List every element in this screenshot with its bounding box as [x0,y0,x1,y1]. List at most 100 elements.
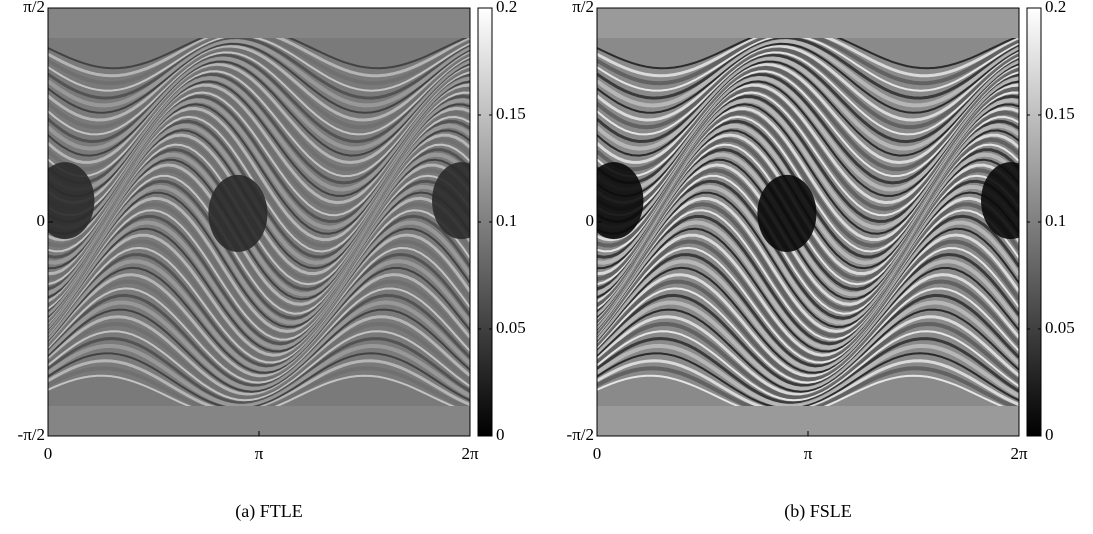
filament [597,233,1019,357]
filament [48,273,470,378]
vortex-core [597,162,644,240]
x-tick-label: 2π [461,444,479,463]
filament [48,214,470,346]
filament [597,63,1019,165]
top-band [48,8,470,38]
filament [597,42,1019,114]
filament [597,252,1019,368]
filament [597,330,1019,402]
filament [48,168,470,311]
colorbar-tick-label: 0.1 [1045,211,1066,230]
filament [48,287,470,384]
filament [597,86,1019,212]
y-tick-label: -π/2 [18,425,45,444]
x-tick-label: π [255,444,264,463]
filament [597,220,1019,350]
filament [597,300,1019,391]
filament [597,196,1019,333]
filament [48,300,470,391]
x-tick-label: 2π [1010,444,1028,463]
filament [48,227,470,353]
filament [597,315,1019,397]
filament [597,56,1019,151]
filament [597,47,1019,130]
filament [48,45,470,122]
filament [48,38,470,108]
filament [48,47,470,130]
filament [597,293,1019,387]
field-image [48,8,470,436]
vortex-core [981,162,1019,240]
x-tick-label: 0 [593,444,602,463]
filament [48,75,470,192]
y-tick-label: π/2 [572,0,594,16]
filament [597,45,1019,122]
filament [597,184,1019,325]
x-tick-label: 0 [44,444,53,463]
filament [597,321,1019,400]
y-tick-label: -π/2 [567,425,594,444]
x-tick-label: π [804,444,813,463]
filament [48,259,470,372]
filament [597,214,1019,346]
filament [48,86,470,212]
caption: (a) FTLE [235,501,302,522]
filament [597,53,1019,144]
filament [48,220,470,350]
filament [597,209,1019,341]
filament [48,42,470,114]
vortex-core [48,162,95,240]
filament [597,191,1019,329]
field-image [597,8,1019,436]
colorbar-tick-label: 0.2 [496,0,517,16]
y-tick-label: π/2 [23,0,45,16]
filament [597,279,1019,382]
vortex-core [432,162,470,240]
filament [597,343,1019,408]
filament [597,308,1019,393]
vortex-core [757,174,817,252]
filament [48,65,470,172]
filament [48,352,470,410]
filament [48,56,470,151]
filament [48,252,470,368]
colorbar-tick-label: 0 [496,425,505,444]
filament [48,315,470,397]
filament [48,239,470,362]
filament [48,233,470,357]
filament [597,266,1019,374]
filament [48,321,470,400]
filament [597,259,1019,372]
filament [597,38,1019,108]
filament [597,352,1019,410]
colorbar-tick-label: 0.05 [1045,318,1075,337]
filament [48,60,470,157]
colorbar-tick-label: 0.2 [1045,0,1066,16]
filament [597,246,1019,364]
filament [48,266,470,374]
y-tick-label: 0 [586,211,595,230]
filament [48,343,470,408]
filament [48,209,470,341]
filament [48,191,470,329]
filament [48,336,470,405]
filament [48,63,470,165]
filament [48,53,470,144]
filament [597,70,1019,178]
filament [597,65,1019,172]
colorbar-tick-label: 0.15 [496,104,526,123]
filament [48,184,470,325]
filament [597,287,1019,384]
filament [48,36,470,100]
vortex-core [208,174,268,252]
filament [597,273,1019,378]
filament [48,293,470,387]
filament [48,51,470,136]
filament [597,227,1019,353]
filament [48,202,470,338]
filament [597,168,1019,311]
filament [48,308,470,393]
colorbar-tick-label: 0.05 [496,318,526,337]
caption: (b) FSLE [784,501,852,522]
filament [597,336,1019,405]
